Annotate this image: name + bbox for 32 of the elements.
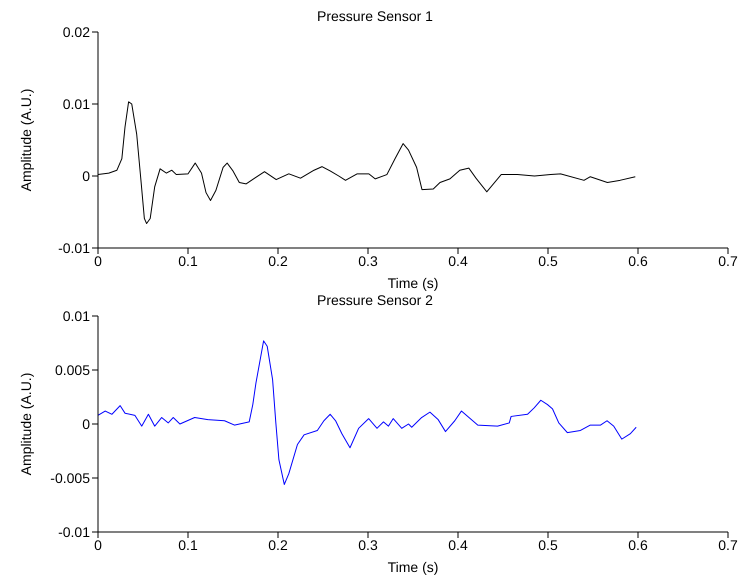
x-tick-label: 0 <box>94 252 102 269</box>
x-tick-label: 0.6 <box>628 536 648 553</box>
y-tick-label: 0.02 <box>62 24 90 40</box>
y-tick-label: 0.01 <box>62 308 90 324</box>
x-tick-label: 0.2 <box>268 536 288 553</box>
x-tick-label: 0.4 <box>448 536 468 553</box>
y-tick-label: 0.005 <box>54 362 90 378</box>
x-tick-label: 0 <box>94 536 102 553</box>
y-axis-title: Amplitude (A.U.) <box>18 372 34 476</box>
x-tick-label: 0.7 <box>718 536 738 553</box>
line-series <box>98 340 637 485</box>
x-tick-label: 0.3 <box>358 536 378 553</box>
x-axis-title: Time (s) <box>388 275 438 291</box>
x-tick-label: 0.2 <box>268 252 288 269</box>
x-tick-label: 0.7 <box>718 252 738 269</box>
x-tick-label: 0.4 <box>448 252 468 269</box>
y-tick-label: -0.01 <box>58 240 90 256</box>
x-tick-label: 0.5 <box>538 536 558 553</box>
x-axis-title: Time (s) <box>388 559 438 575</box>
x-tick-label: 0.6 <box>628 252 648 269</box>
y-tick-label: 0.01 <box>62 96 90 112</box>
x-tick-label: 0.1 <box>178 536 198 553</box>
x-tick-label: 0.3 <box>358 252 378 269</box>
y-tick-label: 0 <box>82 416 90 432</box>
y-tick-label: -0.01 <box>58 524 90 540</box>
y-tick-label: 0 <box>82 168 90 184</box>
chart-title: Pressure Sensor 1 <box>317 8 433 24</box>
x-tick-label: 0.1 <box>178 252 198 269</box>
y-axis-title: Amplitude (A.U.) <box>18 88 34 192</box>
x-tick-label: 0.5 <box>538 252 558 269</box>
chart-title: Pressure Sensor 2 <box>317 292 433 308</box>
y-tick-label: -0.005 <box>50 470 90 486</box>
